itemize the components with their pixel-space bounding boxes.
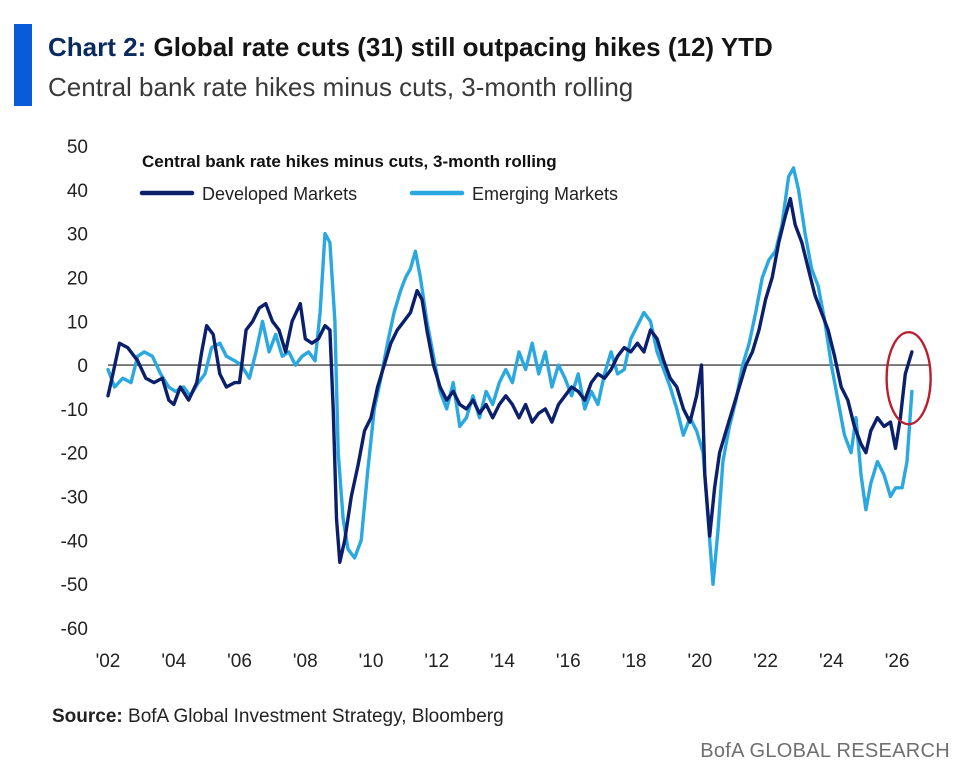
x-tick-label: '06 xyxy=(227,651,252,672)
x-tick-label: '14 xyxy=(490,651,515,672)
x-tick-label: '08 xyxy=(293,651,318,672)
x-tick-label: '16 xyxy=(556,651,581,672)
x-tick-label: '22 xyxy=(753,651,778,672)
x-tick-label: '18 xyxy=(622,651,647,672)
y-tick-label: -40 xyxy=(61,531,88,552)
highlight-circle xyxy=(885,331,932,426)
y-tick-label: 40 xyxy=(67,181,88,202)
line-chart: 50 40 30 20 10 0 -10 -20 -30 -40 -50 -60 '02 '04 '06 '0… xyxy=(61,137,932,672)
y-tick-label: -20 xyxy=(61,444,88,465)
y-tick-label: 20 xyxy=(67,268,88,289)
x-tick-label: '24 xyxy=(819,651,844,672)
y-tick-label: 10 xyxy=(67,312,88,333)
source-note: Source: BofA Global Investment Strategy,… xyxy=(52,706,504,728)
y-tick-label: -10 xyxy=(61,400,88,421)
x-tick-label: '12 xyxy=(424,651,449,672)
y-tick-label: -50 xyxy=(61,575,88,596)
chart-headline: Global rate cuts (31) still outpacing hi… xyxy=(153,32,773,62)
chart-number: Chart 2: xyxy=(48,32,147,62)
x-tick-label: '26 xyxy=(885,651,910,672)
legend-emerging-markets-label: Emerging Markets xyxy=(472,184,618,204)
y-tick-label: 50 xyxy=(67,137,88,158)
source-text: BofA Global Investment Strategy, Bloombe… xyxy=(128,706,504,727)
accent-bar xyxy=(14,24,32,106)
series-line-emerging-markets xyxy=(106,166,914,586)
y-tick-label: -60 xyxy=(61,619,88,640)
chart-subtitle: Central bank rate hikes minus cuts, 3-mo… xyxy=(48,72,634,102)
x-tick-label: '02 xyxy=(96,651,121,672)
brand-footer: BofA GLOBAL RESEARCH xyxy=(700,740,950,762)
y-tick-label: 30 xyxy=(67,225,88,246)
chart-title: Chart 2: Global rate cuts (31) still out… xyxy=(48,30,773,64)
x-tick-label: '10 xyxy=(359,651,384,672)
legend-developed-markets-label: Developed Markets xyxy=(202,184,357,204)
source-label: Source: xyxy=(52,706,123,727)
legend-title: Central bank rate hikes minus cuts, 3-mo… xyxy=(142,152,557,171)
y-tick-label: 0 xyxy=(77,356,88,377)
series-line-developed-markets xyxy=(106,196,914,564)
x-tick-label: '04 xyxy=(161,651,186,672)
x-tick-label: '20 xyxy=(687,651,712,672)
y-tick-label: -30 xyxy=(61,488,88,509)
